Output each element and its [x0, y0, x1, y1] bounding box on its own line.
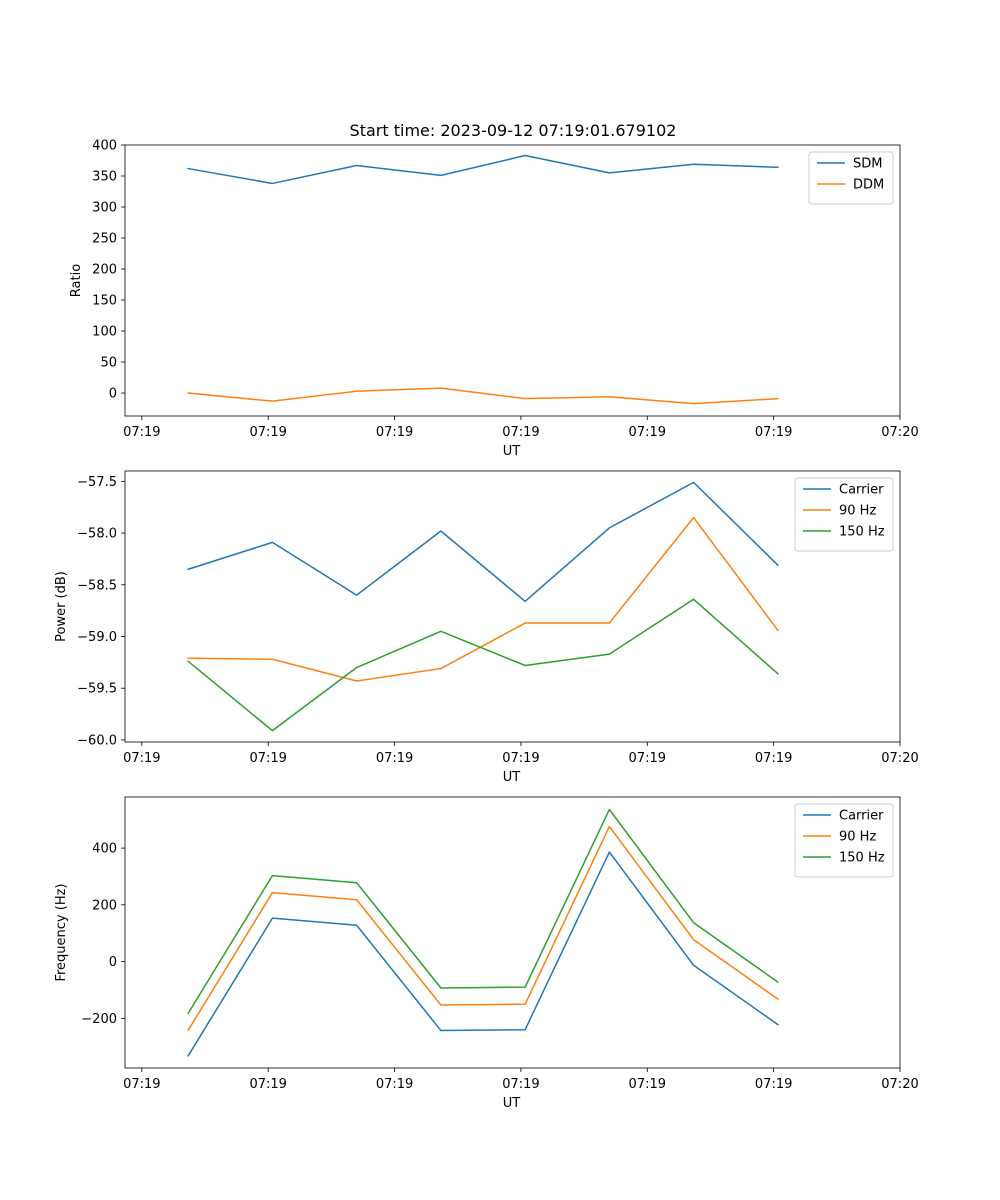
x-tick-label: 07:19	[755, 1077, 792, 1092]
legend-box	[794, 803, 894, 878]
x-tick-label: 07:20	[881, 1077, 918, 1092]
y-tick-label: 100	[92, 325, 117, 340]
series-group	[187, 154, 779, 405]
legend-box	[808, 151, 894, 205]
y-tick-label: 50	[100, 356, 117, 371]
axes-frame	[124, 470, 901, 743]
legend: SDM DDM	[808, 151, 894, 205]
x-tick-label: 07:19	[123, 425, 160, 440]
x-tick-label: 07:19	[123, 1077, 160, 1092]
figure-title: Start time: 2023-09-12 07:19:01.679102	[350, 121, 677, 140]
y-tick-label: −59.5	[77, 682, 117, 697]
legend-label-carrier: Carrier	[839, 809, 884, 824]
x-tick-label: 07:19	[376, 425, 413, 440]
legend-label-150-hz: 150 Hz	[839, 525, 885, 540]
y-tick-label: −58.0	[77, 527, 117, 542]
y-tick-label: 150	[92, 294, 117, 309]
y-tick-label: −60.0	[77, 733, 117, 748]
x-tick-label: 07:19	[502, 425, 539, 440]
x-tick-label: 07:19	[629, 751, 666, 766]
series-line-ddm	[187, 387, 779, 405]
y-tick-label: 400	[92, 842, 117, 857]
x-tick-label: 07:19	[123, 751, 160, 766]
y-tick-label: −57.5	[77, 475, 117, 490]
legend-label-carrier: Carrier	[839, 483, 884, 498]
x-tick-label: 07:19	[755, 425, 792, 440]
x-axis-label: UT	[503, 1096, 521, 1111]
y-tick-label: 300	[92, 201, 117, 216]
subplots: 07:19 07:19 07:19 07:19 07:19 07:19 07:20 0 50 10…	[54, 139, 919, 1112]
legend-label-ddm: DDM	[853, 178, 884, 193]
y-tick-label: 0	[109, 387, 117, 402]
y-tick-label: −59.0	[77, 630, 117, 645]
series-line-90-hz	[187, 825, 779, 1032]
x-axis-label: UT	[503, 444, 521, 459]
y-axis-label: Frequency (Hz)	[54, 883, 69, 981]
y-tick-label: −58.5	[77, 578, 117, 593]
series-line-150-hz	[187, 598, 779, 732]
y-axis-label: Ratio	[69, 264, 84, 297]
x-tick-label: 07:19	[249, 1077, 286, 1092]
series-group	[187, 481, 779, 732]
y-tick-label: −200	[81, 1012, 117, 1027]
series-line-carrier	[187, 851, 779, 1057]
legend: Carrier 90 Hz 150 Hz	[794, 803, 894, 878]
y-axis-label: Power (dB)	[54, 571, 69, 642]
axes-frame	[124, 796, 901, 1069]
subplot-1: 07:19 07:19 07:19 07:19 07:19 07:19 07:20 0 50 10…	[69, 139, 919, 460]
subplot-3: 07:19 07:19 07:19 07:19 07:19 07:19 07:20 −200 0…	[54, 796, 919, 1111]
x-tick-label: 07:19	[376, 1077, 413, 1092]
y-tick-label: 200	[92, 263, 117, 278]
legend-label-90-hz: 90 Hz	[839, 504, 876, 519]
x-tick-label: 07:19	[376, 751, 413, 766]
x-tick-label: 07:19	[502, 1077, 539, 1092]
x-tick-label: 07:19	[249, 425, 286, 440]
x-tick-label: 07:19	[629, 1077, 666, 1092]
legend: Carrier 90 Hz 150 Hz	[794, 477, 894, 552]
legend-label-sdm: SDM	[853, 157, 882, 172]
x-tick-label: 07:19	[629, 425, 666, 440]
series-group	[187, 808, 779, 1057]
subplot-2: 07:19 07:19 07:19 07:19 07:19 07:19 07:20 −60.0…	[54, 470, 919, 785]
y-tick-label: 350	[92, 170, 117, 185]
series-line-90-hz	[187, 516, 779, 682]
x-tick-label: 07:19	[502, 751, 539, 766]
x-tick-label: 07:19	[755, 751, 792, 766]
y-tick-label: 200	[92, 898, 117, 913]
series-line-carrier	[187, 481, 779, 603]
y-tick-label: 400	[92, 139, 117, 154]
x-tick-label: 07:19	[249, 751, 286, 766]
series-line-sdm	[187, 154, 779, 185]
axes-frame	[124, 144, 901, 417]
legend-label-150-hz: 150 Hz	[839, 851, 885, 866]
x-axis-label: UT	[503, 770, 521, 785]
x-tick-label: 07:20	[881, 751, 918, 766]
x-tick-label: 07:20	[881, 425, 918, 440]
y-tick-label: 250	[92, 232, 117, 247]
series-line-150-hz	[187, 808, 779, 1015]
legend-box	[794, 477, 894, 552]
y-tick-label: 0	[109, 955, 117, 970]
legend-label-90-hz: 90 Hz	[839, 830, 876, 845]
